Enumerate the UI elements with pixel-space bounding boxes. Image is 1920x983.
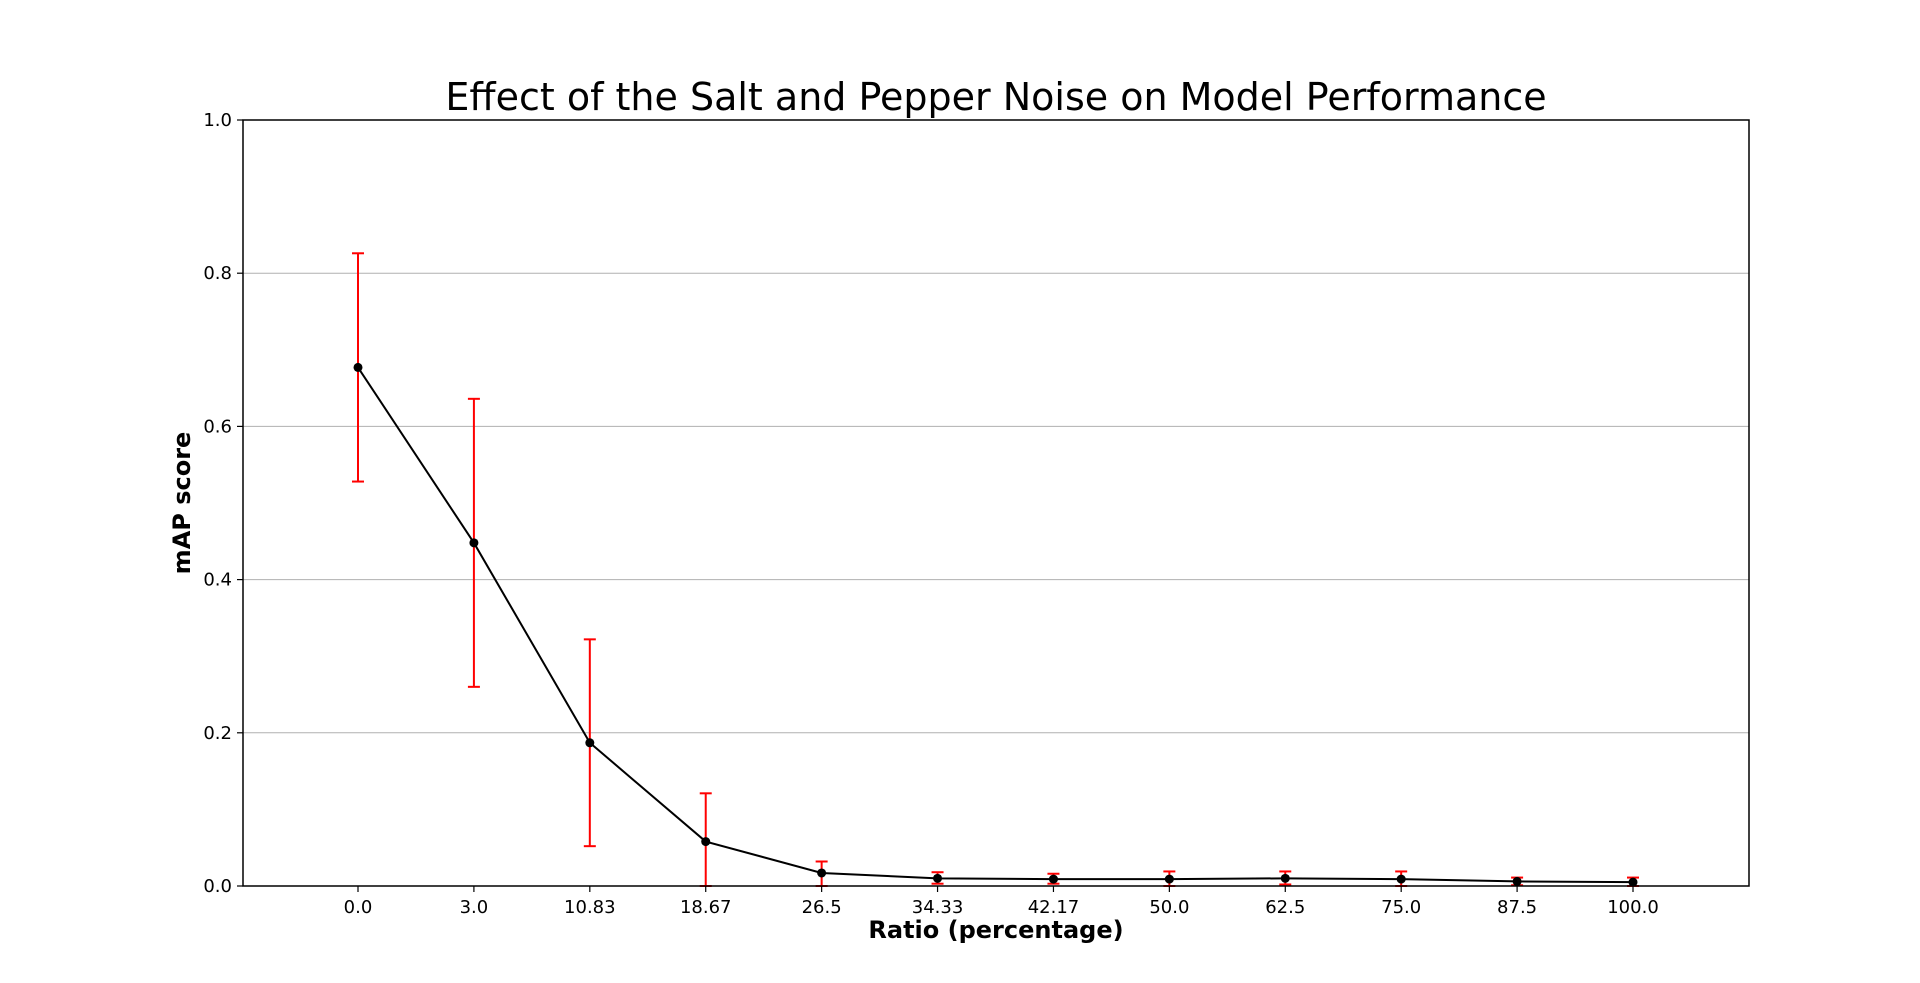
data-point xyxy=(353,362,363,372)
x-axis-label: Ratio (percentage) xyxy=(868,916,1123,944)
y-tick-label: 0.0 xyxy=(203,876,232,897)
data-point xyxy=(469,538,479,548)
x-tick-label: 62.5 xyxy=(1265,897,1305,918)
x-tick-label: 18.67 xyxy=(680,897,732,918)
x-tick-label: 87.5 xyxy=(1497,897,1537,918)
grid-lines xyxy=(243,272,1749,734)
x-tick-label: 34.33 xyxy=(912,897,964,918)
data-point xyxy=(817,868,827,878)
chart-title: Effect of the Salt and Pepper Noise on M… xyxy=(445,75,1546,119)
data-point xyxy=(1512,876,1522,886)
data-point xyxy=(933,873,943,883)
plot-frame xyxy=(242,119,1750,887)
x-tick-label: 26.5 xyxy=(802,897,842,918)
data-point xyxy=(585,738,595,748)
y-tick-label: 1.0 xyxy=(203,110,232,131)
y-axis-label: mAP score xyxy=(168,432,196,575)
x-tick-label: 0.0 xyxy=(344,897,373,918)
data-point xyxy=(1396,874,1406,884)
series-line xyxy=(357,366,1634,884)
x-tick-label: 50.0 xyxy=(1149,897,1189,918)
x-axis-ticks: 0.0 3.0 10.83 18.67 26.5 34.33 42.17 50.0 62.5 75… xyxy=(344,886,1659,918)
data-point xyxy=(1280,873,1290,883)
x-tick-label: 42.17 xyxy=(1028,897,1080,918)
plot-area xyxy=(352,252,1639,887)
y-axis-ticks: 0.0 0.2 0.4 0.6 0.8 1.0 xyxy=(203,110,243,897)
y-tick-label: 0.4 xyxy=(203,570,232,591)
y-tick-label: 0.6 xyxy=(203,416,232,437)
x-tick-label: 100.0 xyxy=(1607,897,1659,918)
x-tick-label: 75.0 xyxy=(1381,897,1421,918)
y-tick-label: 0.8 xyxy=(203,263,232,284)
x-tick-label: 10.83 xyxy=(564,897,616,918)
data-point xyxy=(1628,877,1638,887)
data-point xyxy=(701,837,711,847)
x-tick-label: 3.0 xyxy=(460,897,489,918)
data-point xyxy=(1048,874,1058,884)
data-point xyxy=(1164,874,1174,884)
y-tick-label: 0.2 xyxy=(203,723,232,744)
